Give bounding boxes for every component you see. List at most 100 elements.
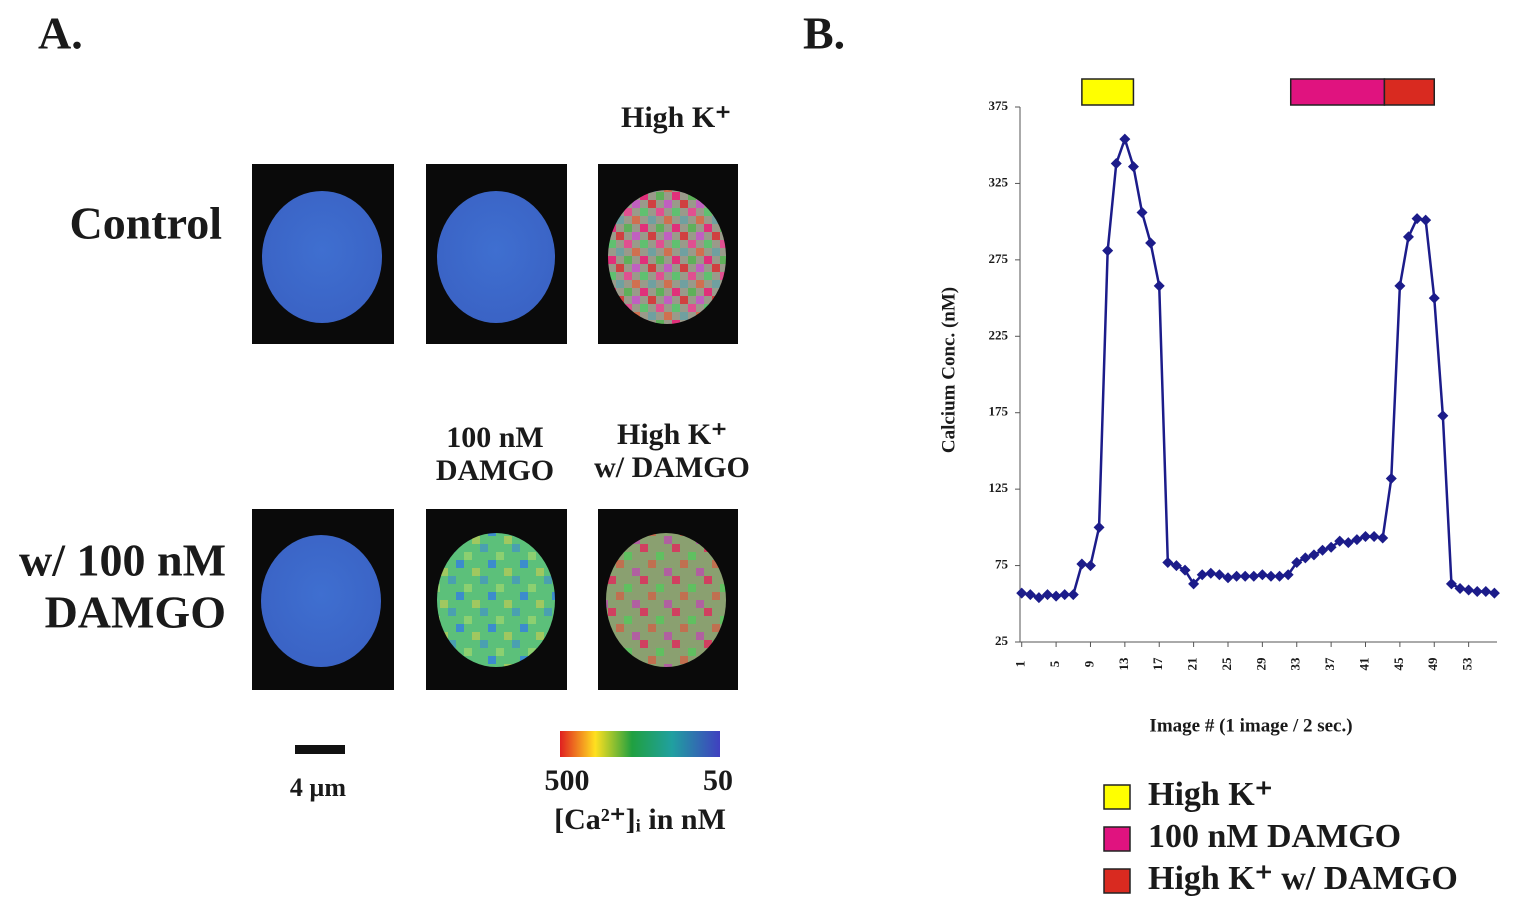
- data-point: [1317, 544, 1329, 556]
- x-tick-label: 53: [1460, 657, 1475, 671]
- x-tick-label: 13: [1116, 657, 1131, 671]
- data-point: [1145, 237, 1157, 249]
- data-point: [1231, 570, 1243, 582]
- data-point: [1265, 570, 1277, 582]
- x-tick-label: 41: [1356, 658, 1371, 671]
- cell: [437, 533, 555, 667]
- scale-bar-label: 4 µm: [290, 773, 346, 802]
- data-point: [1042, 589, 1054, 601]
- data-point: [1480, 586, 1492, 598]
- data-point: [1454, 583, 1466, 594]
- data-point: [1093, 521, 1105, 533]
- data-point: [1205, 567, 1217, 579]
- data-point: [1248, 570, 1260, 582]
- y-tick-label: 375: [989, 98, 1009, 113]
- data-point: [1377, 532, 1389, 544]
- cell: [606, 533, 726, 667]
- cell: [261, 535, 381, 667]
- data-point: [1411, 213, 1423, 225]
- x-tick-label: 21: [1185, 658, 1200, 671]
- data-point: [1282, 569, 1294, 581]
- stimulus-bar: [1289, 78, 1386, 106]
- cell: [608, 190, 726, 324]
- stimulus-bar: [1383, 78, 1436, 106]
- data-point: [1402, 231, 1414, 243]
- legend-swatch: [1103, 784, 1131, 810]
- data-point: [1445, 578, 1457, 590]
- data-point: [1162, 557, 1174, 569]
- data-point: [1351, 534, 1363, 546]
- x-tick-label: 1: [1013, 661, 1028, 668]
- data-point: [1437, 410, 1449, 422]
- y-tick-label: 325: [989, 174, 1009, 189]
- data-point: [1420, 214, 1432, 226]
- data-point: [1136, 206, 1148, 218]
- data-point: [1334, 535, 1346, 547]
- column-label: w/ DAMGO: [594, 451, 750, 484]
- data-point: [1222, 572, 1234, 584]
- x-tick-label: 25: [1219, 657, 1234, 671]
- colorbar: [560, 731, 720, 757]
- x-tick-label: 37: [1322, 657, 1337, 671]
- data-point: [1170, 560, 1182, 572]
- data-line: [1021, 135, 1495, 599]
- y-axis-title: Calcium Conc. (nM): [938, 287, 959, 453]
- data-point: [1299, 552, 1311, 564]
- data-point: [1050, 590, 1062, 602]
- data-point: [1024, 589, 1036, 601]
- column-label: High K⁺: [621, 101, 731, 134]
- row-label: DAMGO: [45, 587, 226, 638]
- data-point: [1196, 569, 1208, 581]
- data-point: [1119, 133, 1131, 145]
- colorbar-label: 500: [545, 764, 590, 797]
- scale-bar: [295, 745, 345, 754]
- legend-label: 100 nM DAMGO: [1148, 818, 1401, 855]
- column-label: High K⁺: [617, 418, 727, 451]
- data-point: [1033, 592, 1045, 604]
- data-point: [1428, 292, 1440, 304]
- x-tick-label: 29: [1253, 657, 1268, 671]
- legend-label: High K⁺: [1148, 776, 1273, 813]
- data-point: [1256, 569, 1268, 581]
- data-point: [1308, 549, 1320, 561]
- data-point: [1076, 558, 1088, 570]
- column-label: DAMGO: [436, 454, 554, 487]
- data-point: [1488, 587, 1500, 599]
- x-tick-label: 5: [1047, 660, 1062, 667]
- data-point: [1059, 589, 1071, 601]
- data-point: [1360, 531, 1372, 543]
- y-tick-label: 75: [995, 557, 1009, 572]
- y-tick-label: 175: [989, 404, 1009, 419]
- plot: 25 75 125 175 225 275 325 375 1 5 9 13 17 21 25 29 33 37 4…: [989, 78, 1500, 671]
- y-tick-label: 225: [989, 327, 1009, 342]
- data-point: [1394, 280, 1406, 292]
- x-axis-title: Image # (1 image / 2 sec.): [1149, 715, 1352, 736]
- data-point: [1368, 531, 1380, 543]
- column-label: 100 nM: [446, 421, 544, 454]
- data-point: [1188, 578, 1200, 590]
- colorbar-label: 50: [703, 764, 733, 797]
- row-label: Control: [70, 198, 223, 249]
- cell-images: [252, 164, 738, 690]
- y-tick-label: 275: [989, 251, 1009, 266]
- data-point: [1274, 570, 1286, 582]
- x-tick-label: 9: [1081, 660, 1096, 667]
- data-point: [1016, 587, 1028, 599]
- stimulus-bar: [1081, 78, 1135, 106]
- y-tick-label: 25: [995, 633, 1009, 648]
- data-point: [1463, 584, 1475, 596]
- data-point: [1325, 541, 1337, 553]
- x-tick-label: 45: [1391, 657, 1406, 671]
- x-tick-label: 17: [1150, 657, 1165, 671]
- x-tick-label: 33: [1288, 657, 1303, 671]
- data-point: [1110, 158, 1122, 170]
- data-point: [1067, 589, 1079, 601]
- x-tick-label: 49: [1425, 657, 1440, 671]
- colorbar-title: [Ca²⁺]ᵢ in nM: [554, 803, 726, 836]
- cell: [262, 191, 382, 323]
- data-point: [1153, 280, 1165, 292]
- legend-swatch: [1103, 868, 1131, 894]
- data-point: [1084, 560, 1096, 572]
- panel-label: B.: [803, 8, 845, 59]
